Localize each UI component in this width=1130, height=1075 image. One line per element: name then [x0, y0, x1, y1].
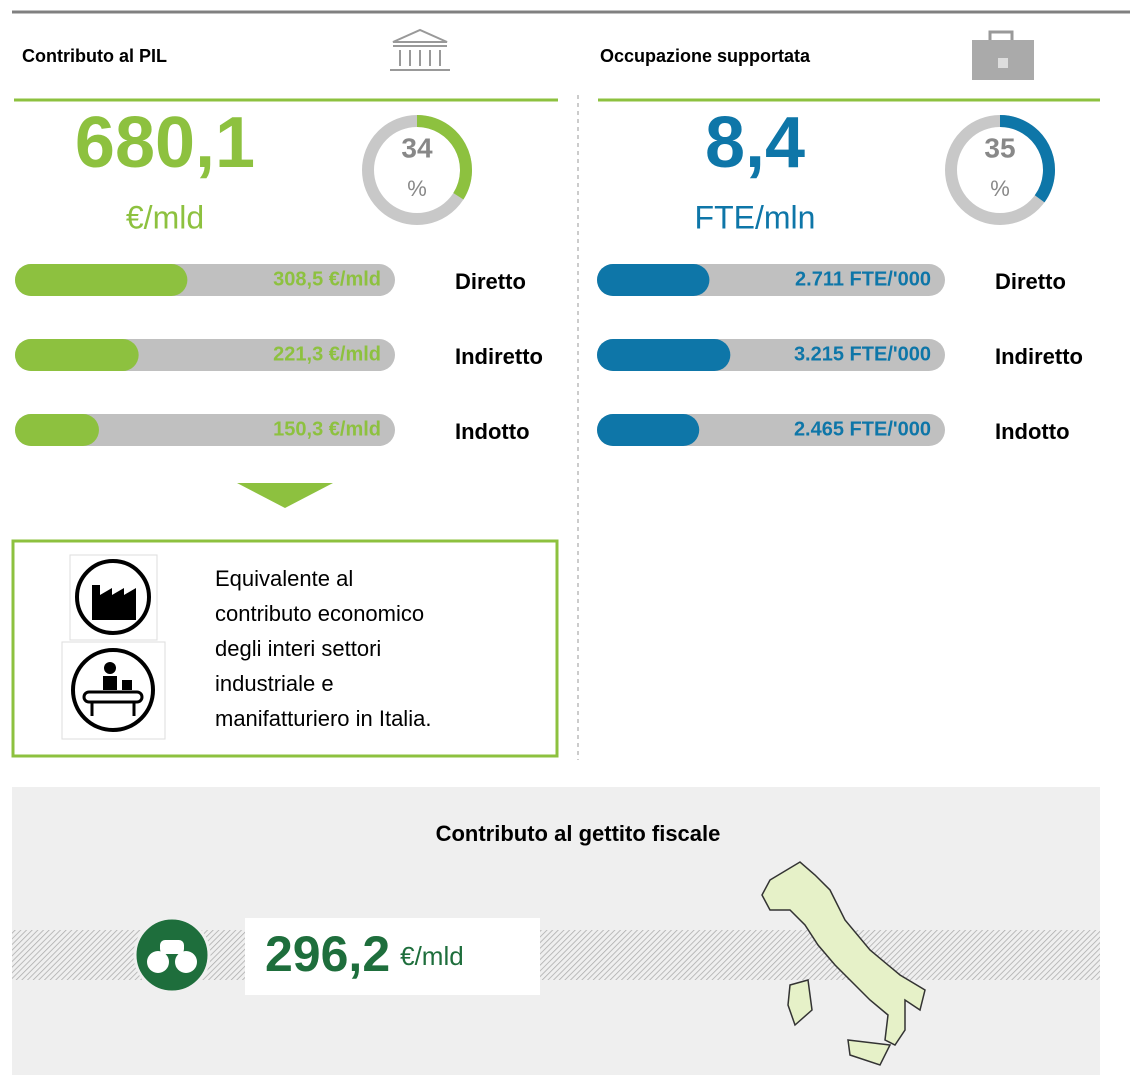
bar — [15, 414, 99, 446]
note-line: contributo economico — [215, 601, 424, 626]
bar-name: Indotto — [455, 419, 530, 444]
donut-arc — [416, 115, 472, 200]
fiscal-unit: €/mld — [400, 941, 464, 971]
bar-name: Indotto — [995, 419, 1070, 444]
note-line: industriale e — [215, 671, 334, 696]
worker-icon — [61, 641, 166, 740]
bar-label: 150,3 €/mld — [273, 418, 381, 440]
bar-label: 308,5 €/mld — [273, 268, 381, 290]
donut-arc — [999, 115, 1055, 203]
bar-label: 221,3 €/mld — [273, 343, 381, 365]
panel-total: 8,4 — [705, 103, 805, 183]
panel-total: 680,1 — [75, 103, 255, 183]
donut-value: 34 — [401, 132, 433, 163]
binocular-icon — [133, 916, 211, 994]
bank-icon — [390, 28, 450, 71]
arrow — [237, 483, 333, 508]
bar-track — [15, 414, 395, 446]
bar — [597, 414, 700, 446]
fiscal-value: 296,2 €/mld — [265, 926, 464, 982]
note-line: manifatturiero in Italia. — [215, 706, 431, 731]
binocular-glyph — [147, 940, 197, 973]
donut-percent: % — [990, 176, 1010, 201]
bar-name: Indiretto — [995, 344, 1083, 369]
briefcase-icon — [972, 30, 1034, 80]
note-line: Equivalente al — [215, 566, 353, 591]
bar-name: Indiretto — [455, 344, 543, 369]
italy-map — [761, 861, 926, 1066]
bar-label: 2.711 FTE/'000 — [795, 268, 931, 290]
bar — [15, 339, 139, 371]
panel-title: Occupazione supportata — [600, 46, 811, 66]
note-line: degli interi settori — [215, 636, 381, 661]
note-box — [11, 539, 559, 758]
bar-name: Diretto — [995, 269, 1066, 294]
bar — [15, 264, 188, 296]
fiscal-title: Contributo al gettito fiscale — [436, 821, 721, 846]
fiscal-box — [245, 918, 540, 995]
bar-label: 2.465 FTE/'000 — [794, 418, 931, 440]
panel-title: Contributo al PIL — [22, 46, 167, 66]
bar-label: 3.215 FTE/'000 — [794, 343, 931, 365]
bar — [597, 339, 731, 371]
bar-name: Diretto — [455, 269, 526, 294]
factory-icon — [69, 554, 158, 641]
panel-unit: €/mld — [126, 199, 204, 235]
fiscal-number: 296,2 — [265, 926, 390, 982]
panel-unit: FTE/mln — [695, 199, 816, 235]
bar — [597, 264, 710, 296]
donut-percent: % — [407, 176, 427, 201]
donut-value: 35 — [984, 132, 1015, 163]
